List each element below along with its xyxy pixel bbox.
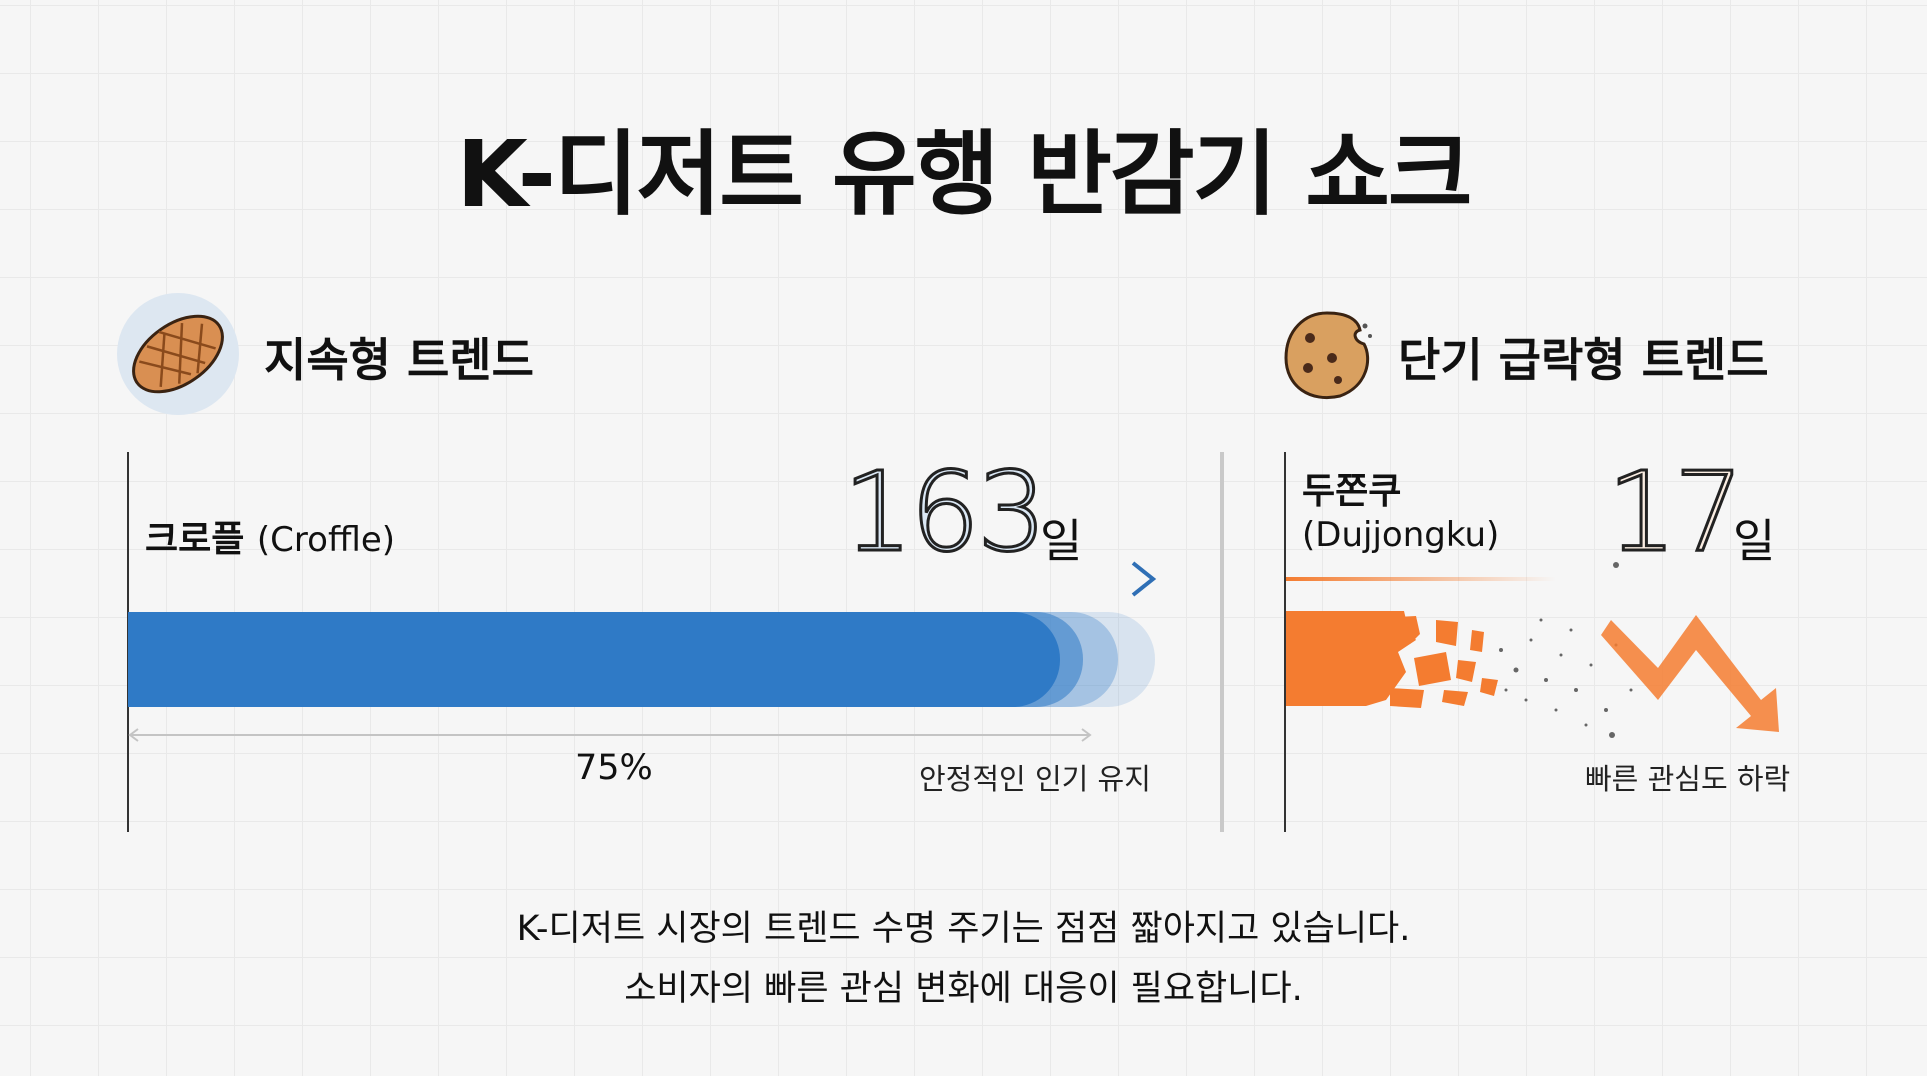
cookie-icon (1280, 308, 1375, 407)
croffle-unit: 일 (1040, 514, 1083, 568)
dujjongku-name-en: (Dujjongku) (1302, 515, 1500, 555)
croffle-name-ko: 크로플 (145, 519, 245, 560)
footer-line-2: 소비자의 빠른 관심 변화에 대응이 필요합니다. (624, 969, 1303, 1009)
page-title: K-디저트 유행 반감기 쇼크 (456, 121, 1473, 228)
dujjongku-unit: 일 (1733, 514, 1776, 568)
section-divider (1220, 452, 1224, 832)
croffle-bar (128, 612, 1155, 707)
right-axis (1284, 452, 1286, 832)
footer-line-1: K-디저트 시장의 트렌드 수명 주기는 점점 짧아지고 있습니다. (516, 909, 1411, 949)
percent-dimension-line (128, 728, 1092, 742)
croffle-note: 안정적인 인기 유지 (919, 762, 1151, 796)
dujjongku-name-ko: 두쫀쿠 (1302, 471, 1402, 512)
croffle-name-en: (Croffle) (256, 520, 396, 560)
dujjongku-bar-crumbling (1286, 562, 1779, 738)
croffle-icon (117, 293, 239, 415)
section-title-sustained: 지속형 트렌드 (264, 333, 534, 387)
croffle-label: 크로플 (Croffle) (145, 510, 395, 562)
dujjongku-days: 17 (1606, 447, 1746, 578)
section-title-short-term: 단기 급락형 트렌드 (1398, 333, 1769, 387)
dujjongku-note: 빠른 관심도 하락 (1585, 762, 1791, 796)
croffle-percent: 75% (575, 748, 653, 788)
croffle-arrow (128, 561, 1157, 597)
croffle-days: 163 (842, 447, 1049, 578)
